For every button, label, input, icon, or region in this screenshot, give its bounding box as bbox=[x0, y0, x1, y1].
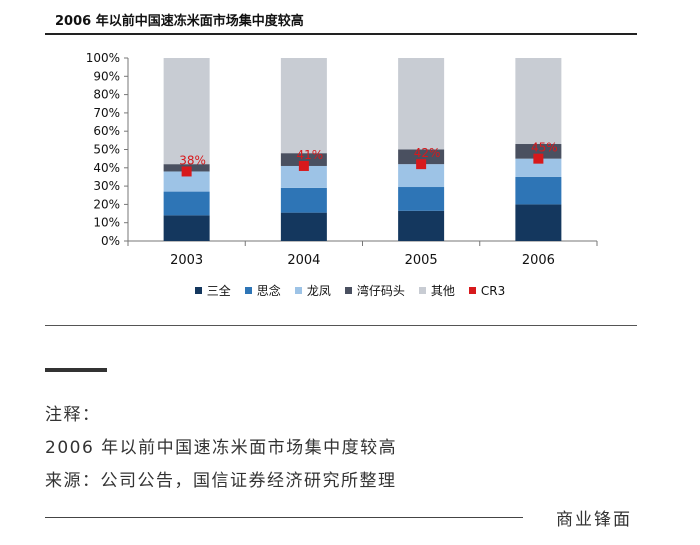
bar-segment bbox=[280, 212, 327, 241]
bar-segment bbox=[515, 176, 562, 205]
legend-item: 湾仔码头 bbox=[344, 282, 405, 299]
y-tick-label: 60% bbox=[93, 124, 120, 138]
bar-segment bbox=[398, 164, 445, 188]
legend-swatch bbox=[344, 287, 352, 294]
bar-segment bbox=[398, 187, 445, 211]
y-tick-label: 70% bbox=[93, 106, 120, 120]
brand-name: 商业锋面 bbox=[556, 510, 632, 530]
bar-segment bbox=[163, 191, 210, 216]
bar-segment bbox=[398, 149, 445, 165]
y-tick-label: 20% bbox=[93, 197, 120, 211]
footer-divider bbox=[45, 517, 523, 518]
cr3-marker bbox=[181, 166, 192, 177]
legend-label: 湾仔码头 bbox=[356, 284, 405, 298]
bar-segment bbox=[515, 204, 562, 241]
notes-source: 来源：公司公告，国信证券经济研究所整理 bbox=[45, 471, 397, 491]
y-tick-label: 50% bbox=[93, 143, 120, 157]
chart-title: 2006 年以前中国速冻米面市场集中度较高 bbox=[55, 14, 304, 29]
legend-item: 龙凤 bbox=[294, 282, 331, 299]
legend-swatch bbox=[194, 287, 202, 294]
y-tick-label: 10% bbox=[93, 216, 120, 230]
bar-segment bbox=[163, 58, 210, 165]
cr3-markers: 38% 41% 42% 45% bbox=[179, 141, 558, 177]
y-tick-label: 80% bbox=[93, 88, 120, 102]
legend-item: 其他 bbox=[418, 282, 455, 299]
cr3-marker bbox=[416, 159, 427, 170]
title-divider bbox=[45, 33, 637, 35]
bar-segment bbox=[515, 158, 562, 177]
legend-label: 龙凤 bbox=[306, 284, 331, 298]
bar-segment bbox=[163, 215, 210, 241]
section-marker bbox=[45, 368, 107, 372]
legend-item: CR3 bbox=[468, 282, 506, 299]
stacked-bar-chart: 0% 10% 20% 30% 40% 50% 60% 70% 80% 90% 100% 38% 41%… bbox=[86, 51, 598, 268]
bar-segment bbox=[280, 58, 327, 154]
cr3-marker bbox=[533, 153, 544, 164]
cr3-data-label: 38% bbox=[179, 153, 206, 167]
bar-segment bbox=[398, 210, 445, 241]
y-tick-label: 30% bbox=[93, 179, 120, 193]
bar-segment bbox=[515, 144, 562, 159]
cr3-marker bbox=[298, 160, 309, 171]
legend-swatch bbox=[244, 287, 252, 294]
y-tick-label: 0% bbox=[101, 234, 120, 248]
x-tick-label: 2004 bbox=[287, 253, 320, 268]
bar-segment bbox=[398, 58, 445, 150]
legend-label: 思念 bbox=[256, 284, 281, 298]
legend-swatch bbox=[468, 287, 476, 294]
cr3-data-label: 42% bbox=[414, 146, 441, 160]
notes-caption: 2006 年以前中国速冻米面市场集中度较高 bbox=[45, 438, 398, 458]
bars bbox=[163, 58, 562, 241]
notes-label: 注释： bbox=[45, 405, 101, 425]
bar-segment bbox=[280, 165, 327, 188]
chart-bottom-divider bbox=[45, 325, 637, 326]
legend-swatch bbox=[294, 287, 302, 294]
legend-item: 思念 bbox=[244, 282, 281, 299]
legend-item: 三全 bbox=[194, 282, 231, 299]
legend-label: 三全 bbox=[206, 284, 231, 298]
x-tick-label: 2003 bbox=[170, 253, 203, 268]
x-tick-label: 2005 bbox=[405, 253, 438, 268]
y-tick-label: 100% bbox=[86, 51, 120, 65]
y-tick-label: 40% bbox=[93, 161, 120, 175]
bar-segment bbox=[163, 171, 210, 192]
legend-swatch bbox=[418, 287, 426, 294]
bar-segment bbox=[280, 187, 327, 213]
legend-label: CR3 bbox=[480, 283, 506, 298]
x-axis-labels: 2003 2004 2005 2006 bbox=[170, 253, 555, 268]
chart-legend: 三全 思念 龙凤 湾仔码头 其他 CR3 bbox=[0, 282, 700, 299]
cr3-data-label: 45% bbox=[531, 141, 558, 155]
bar-segment bbox=[515, 58, 562, 145]
bar-segment bbox=[280, 153, 327, 166]
y-axis: 0% 10% 20% 30% 40% 50% 60% 70% 80% 90% 100% bbox=[86, 51, 598, 248]
y-tick-label: 90% bbox=[93, 69, 120, 83]
cr3-data-label: 41% bbox=[297, 148, 324, 162]
legend-label: 其他 bbox=[430, 284, 455, 298]
x-tick-label: 2006 bbox=[522, 253, 555, 268]
